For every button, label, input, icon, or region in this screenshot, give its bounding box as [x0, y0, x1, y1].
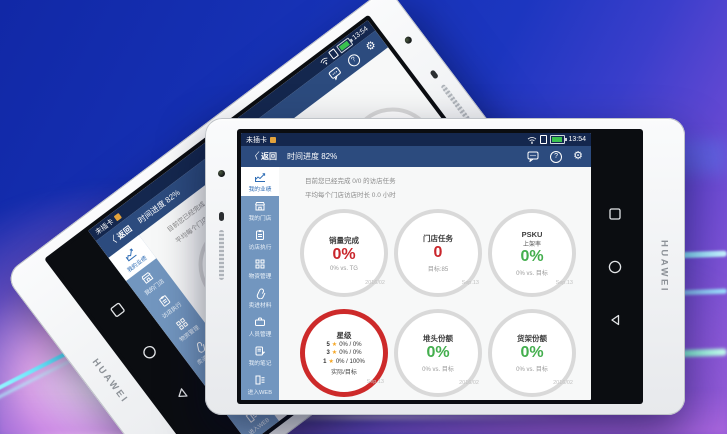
tablet-display: 未插卡 13:54 〈 返回 时间进度 82% ? [237, 129, 643, 404]
status-bar: 未插卡 13:54 [241, 133, 591, 146]
grid-icon [255, 259, 265, 268]
metric-value: 0% [520, 247, 544, 265]
recents-button[interactable] [109, 301, 126, 318]
metric-date: 2016/02 [365, 280, 385, 286]
chevron-left-icon: 〈 [105, 234, 119, 249]
light-sensor-icon [429, 69, 439, 80]
sim-warning-icon [113, 212, 122, 221]
sidebar-item-enter-web[interactable]: 进入WEB [241, 370, 279, 399]
notebook-icon [255, 346, 265, 355]
metric-value: 0% [332, 245, 356, 263]
status-time: 13:54 [568, 136, 586, 143]
sidebar-item-my-notes[interactable]: 我的笔记 [241, 341, 279, 370]
status-right: 13:54 [318, 25, 370, 67]
huawei-logo: HUAWEI [658, 240, 670, 293]
chart-icon [255, 172, 266, 182]
speaker-grille [219, 230, 224, 280]
settings-gear-icon[interactable]: ⚙ [573, 150, 583, 162]
metric-value: 0% [426, 344, 450, 361]
clipboard-icon [256, 229, 264, 240]
star-row: 3 ★ 0% / 0% [326, 350, 362, 357]
metric-star-level[interactable]: 星级 5 ★ 0% / 0% 3 ★ 0% / 0% [300, 309, 388, 397]
metric-value: 0% [520, 344, 544, 361]
app-body: 我的业绩 我的门店 访店执行 物资管理 [241, 167, 591, 400]
sim-warning-icon [270, 136, 276, 143]
metric-psku-listing-rate[interactable]: PSKU 上架率 0% 0% vs. 目标 Sep.13 [488, 209, 576, 297]
home-button[interactable] [608, 260, 622, 274]
metric-date: Sep.13 [366, 379, 384, 385]
sidebar-item-visit-execution[interactable]: 访店执行 [241, 225, 279, 254]
metric-value: 0 [433, 244, 443, 261]
sidebar-item-my-performance[interactable]: 我的业绩 [241, 167, 279, 196]
briefcase-icon [255, 317, 265, 326]
front-camera-icon [218, 170, 225, 177]
tablet-camera-bezel [205, 118, 237, 415]
no-sim-label: 未插卡 [246, 136, 267, 144]
star-icon: ★ [331, 350, 338, 357]
app-nav-bar: 〈 返回 时间进度 82% ? ⚙ [95, 30, 389, 258]
metric-sales-completion[interactable]: 销量完成 0% 0% vs. TG 2016/02 [300, 209, 388, 297]
status-right: 13:54 [527, 135, 586, 144]
star-row: 5 ★ 0% / 0% [326, 341, 362, 348]
status-bar: 未插卡 13:54 [88, 20, 376, 242]
metric-date: Sep.13 [555, 280, 573, 286]
exit-door-icon [255, 375, 265, 384]
metric-store-tasks[interactable]: 门店任务 0 目标:85 Sep.13 [394, 209, 482, 297]
chat-icon[interactable] [527, 151, 539, 162]
metric-display-share[interactable]: 堆头份额 0% 0% vs. 目标 2016/02 [394, 309, 482, 397]
nav-action-icons: ? ⚙ [327, 39, 379, 82]
header-line-1: 目前您已经完成 0/0 的访店任务 [305, 178, 396, 185]
help-icon[interactable]: ? [345, 51, 363, 69]
tablet-brand-bezel: HUAWEI [643, 118, 685, 415]
recents-button[interactable] [609, 207, 621, 220]
dashboard-header: 目前您已经完成 0/0 的访店任务 平均每个门店访店时长 0.0 小时 [305, 175, 591, 203]
time-progress-label: 时间进度 82% [287, 152, 338, 161]
android-nav-strip [591, 133, 639, 400]
store-icon [255, 201, 265, 210]
metric-date: 2016/02 [459, 380, 479, 386]
chat-icon[interactable] [327, 66, 343, 82]
star-icon: ★ [328, 358, 334, 365]
metrics-grid: 销量完成 0% 0% vs. TG 2016/02 门店任务 0 目标:85 S… [297, 209, 579, 397]
nav-action-icons: ? ⚙ [527, 150, 583, 163]
back-label: 返回 [261, 152, 278, 161]
sidebar-item-personnel-mgmt[interactable]: 人员管理 [241, 312, 279, 341]
data-transfer-icon [540, 135, 548, 144]
home-button[interactable] [139, 342, 159, 362]
front-camera-icon [403, 35, 414, 46]
light-sensor-icon [219, 212, 224, 221]
tablet-front: 未插卡 13:54 〈 返回 时间进度 82% ? [205, 118, 685, 415]
wifi-icon [320, 57, 328, 64]
wifi-icon [528, 136, 537, 144]
status-left: 未插卡 [246, 135, 276, 145]
back-nav-button[interactable] [609, 314, 621, 326]
sidebar: 我的业绩 我的门店 访店执行 物资管理 [241, 167, 279, 400]
sidebar-item-sellin-materials[interactable]: 卖进材料 [241, 283, 279, 312]
back-button[interactable]: 〈 返回 [249, 151, 277, 162]
back-nav-button[interactable] [173, 386, 190, 403]
star-icon: ★ [331, 341, 338, 348]
app-screen: 未插卡 13:54 〈 返回 时间进度 82% ? [241, 133, 591, 400]
dashboard-content: 目前您已经完成 0/0 的访店任务 平均每个门店访店时长 0.0 小时 销量完成… [279, 167, 591, 400]
sidebar-item-my-stores[interactable]: 我的门店 [241, 196, 279, 225]
app-nav-bar: 〈 返回 时间进度 82% ? ⚙ [241, 146, 591, 167]
settings-gear-icon[interactable]: ⚙ [363, 38, 379, 55]
battery-icon [550, 135, 568, 144]
header-line-2: 平均每个门店访店时长 0.0 小时 [305, 192, 396, 199]
metric-date: 2016/02 [553, 380, 573, 386]
chevron-left-icon: 〈 [249, 151, 259, 161]
help-icon[interactable]: ? [550, 150, 563, 163]
metric-shelf-share[interactable]: 货架份额 0% 0% vs. 目标 2016/02 [488, 309, 576, 397]
paperclip-icon [256, 287, 266, 299]
sidebar-item-materials-mgmt[interactable]: 物资管理 [241, 254, 279, 283]
metric-date: Sep.13 [461, 280, 479, 286]
star-row: 1 ★ 0% / 100% [323, 358, 365, 365]
